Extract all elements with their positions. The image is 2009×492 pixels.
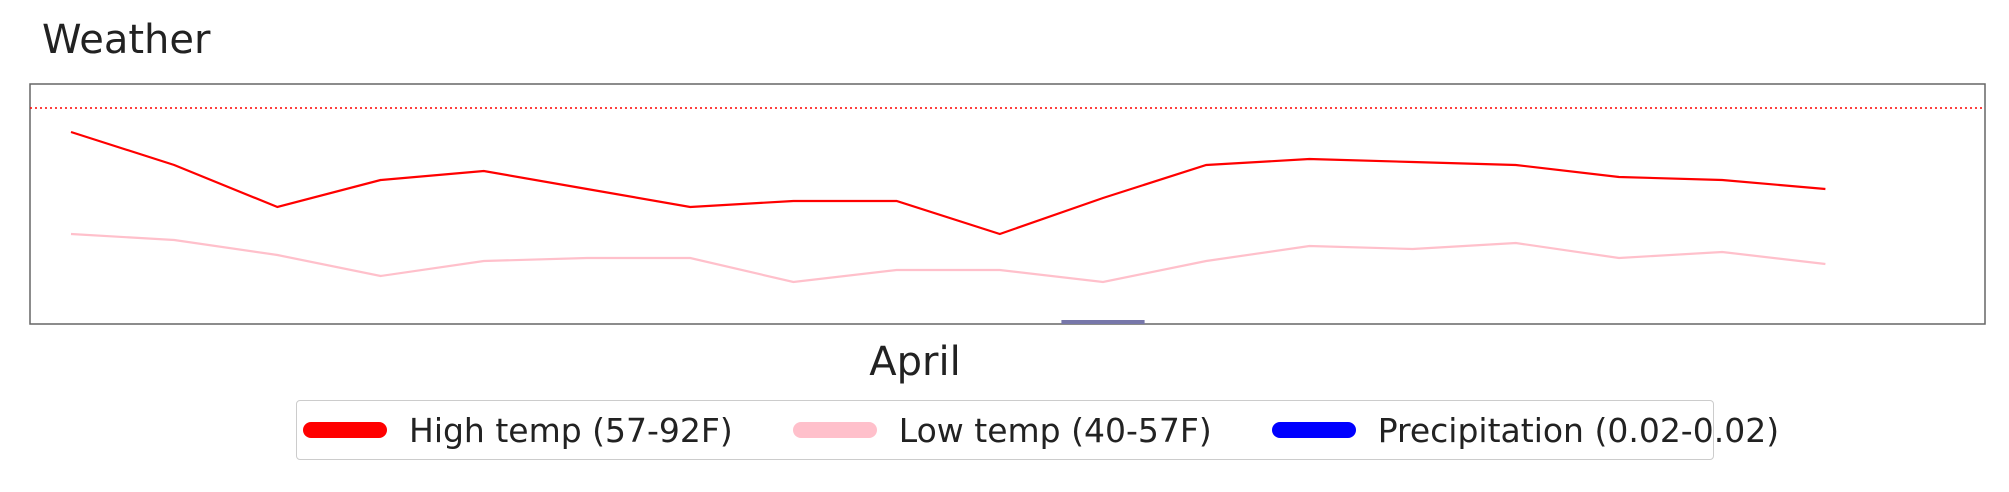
precipitation-bar — [1061, 320, 1145, 324]
legend-entry-precipitation: Precipitation (0.02-0.02) — [1271, 410, 1780, 450]
legend-label-low-temp: Low temp (40-57F) — [898, 410, 1212, 450]
legend-swatch-low-temp — [792, 422, 877, 438]
high-temp-series-line — [70, 130, 1826, 236]
precipitation-series — [1061, 320, 1145, 324]
legend-entry-high-temp: High temp (57-92F) — [303, 414, 733, 447]
chart-title: Weather — [42, 17, 211, 63]
legend: High temp (57-92F) Low temp (40-57F) Pre… — [296, 400, 1779, 460]
plot-frame — [29, 83, 1986, 325]
low-temp-series-line — [70, 232, 1826, 284]
legend-label-high-temp: High temp (57-92F) — [409, 410, 733, 450]
legend-swatch-precipitation — [1271, 422, 1356, 438]
x-axis-label: April — [869, 339, 961, 385]
legend-label-precipitation: Precipitation (0.02-0.02) — [1377, 410, 1780, 450]
legend-swatch-high-temp — [303, 422, 387, 438]
legend-entry-low-temp: Low temp (40-57F) — [792, 410, 1212, 450]
